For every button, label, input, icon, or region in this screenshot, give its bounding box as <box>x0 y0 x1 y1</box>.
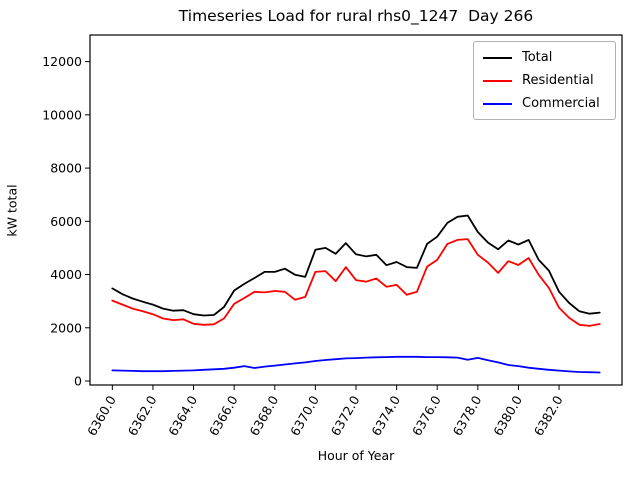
x-tick-label: 6364.0 <box>165 393 200 438</box>
y-tick-label: 8000 <box>50 161 82 176</box>
y-tick-label: 4000 <box>50 267 82 282</box>
x-tick-label: 6382.0 <box>531 393 566 438</box>
y-tick-label: 10000 <box>42 107 82 122</box>
commercial-line-swatch <box>483 102 512 105</box>
x-tick-label: 6362.0 <box>125 393 160 438</box>
x-tick-label: 6372.0 <box>328 393 363 438</box>
chart-title: Timeseries Load for rural rhs0_1247 Day … <box>178 7 534 25</box>
total-line <box>111 214 601 317</box>
x-axis-label: Hour of Year <box>317 448 395 463</box>
legend-item-commercial: Commercial <box>483 95 606 112</box>
y-tick-label: 6000 <box>50 214 82 229</box>
y-tick-label: 12000 <box>42 54 82 69</box>
x-tick-label: 6376.0 <box>409 393 444 438</box>
x-tick-label: 6370.0 <box>287 393 322 438</box>
x-tick-label: 6368.0 <box>247 393 282 438</box>
x-tick-label: 6360.0 <box>84 393 119 438</box>
residential-line-swatch <box>483 79 512 82</box>
x-tick-label: 6378.0 <box>450 393 485 438</box>
y-axis-label: kW total <box>4 184 20 237</box>
legend-item-residential: Residential <box>483 72 606 89</box>
legend: Total Residential Commercial <box>473 41 616 120</box>
total-line-swatch <box>483 56 512 59</box>
plot-box <box>89 34 623 386</box>
x-tick-label: 6374.0 <box>368 393 403 438</box>
legend-item-total: Total <box>483 49 606 66</box>
legend-label-residential: Residential <box>522 73 594 88</box>
y-tick-label: 0 <box>74 374 82 389</box>
residential-line <box>111 238 601 327</box>
legend-label-commercial: Commercial <box>522 96 600 111</box>
x-tick-label: 6366.0 <box>206 393 241 438</box>
commercial-line <box>111 355 601 374</box>
y-tick-label: 2000 <box>50 320 82 335</box>
x-tick-label: 6380.0 <box>490 393 525 438</box>
legend-label-total: Total <box>522 50 553 65</box>
